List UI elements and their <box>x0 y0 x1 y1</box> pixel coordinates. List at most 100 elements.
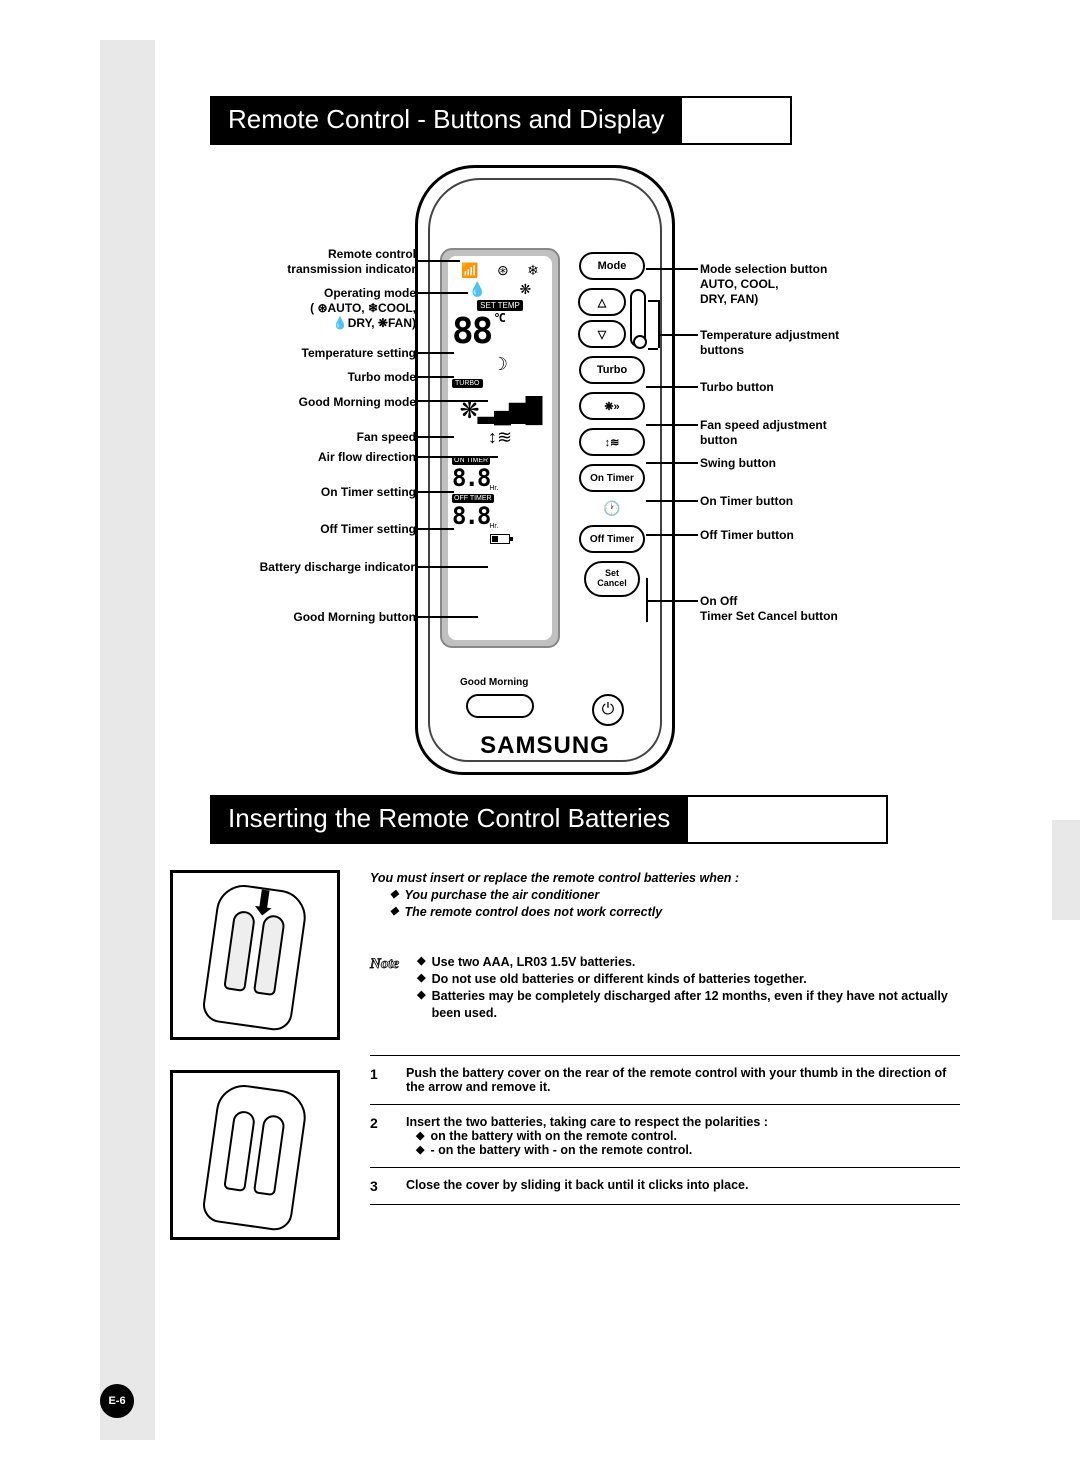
leader-r2 <box>658 334 698 336</box>
battery-intro-line: You must insert or replace the remote co… <box>370 870 960 887</box>
battery-arrow-icon: ⬇ <box>247 882 281 926</box>
leader-r2a <box>648 300 658 302</box>
leader-l2 <box>418 292 468 294</box>
callout-on-timer-btn: On Timer button <box>700 494 890 509</box>
callout-gm-mode: Good Morning mode <box>236 395 416 410</box>
good-morning-button[interactable] <box>466 694 534 718</box>
leader-l11 <box>418 616 478 618</box>
temp-up-button[interactable]: △ <box>578 288 626 316</box>
dry-icon: 💧 <box>469 281 486 298</box>
fan-speed-button[interactable]: ❋» <box>579 392 645 420</box>
leader-l10 <box>418 566 488 568</box>
callout-operating-mode: Operating mode ( ⊛AUTO, ❄COOL, 💧DRY, ❋FA… <box>236 286 416 331</box>
note-3: Batteries may be completely discharged a… <box>432 988 960 1022</box>
leader-l7 <box>418 456 498 458</box>
section2-title-wrap: Inserting the Remote Control Batteries <box>210 795 888 844</box>
battery-img-2 <box>170 1070 340 1240</box>
callout-fan-btn: Fan speed adjustment button <box>700 418 890 448</box>
set-temp-row: SET TEMP <box>452 300 548 311</box>
battery-intro-b1: You purchase the air conditioner <box>404 887 599 904</box>
note-label: Note <box>370 954 399 1022</box>
brand-logo: SAMSUNG <box>418 732 672 760</box>
leader-r2v <box>658 300 660 348</box>
callout-set-cancel: On Off Timer Set Cancel button <box>700 594 890 624</box>
on-timer-digits: 8.8 <box>452 464 489 492</box>
callout-off-timer-btn: Off Timer button <box>700 528 890 543</box>
leader-r4 <box>646 424 698 426</box>
page-number: E-6 <box>100 1384 134 1418</box>
off-timer-hr: Hr. <box>489 523 498 530</box>
swing-button-icon: ↕≋ <box>605 436 620 449</box>
callout-on-timer-setting: On Timer setting <box>236 485 416 500</box>
battery-indicator-icon <box>490 534 510 544</box>
callout-battery-indicator: Battery discharge indicator <box>210 560 415 575</box>
comfort-icon: ☽ <box>492 354 508 375</box>
leader-r7 <box>646 534 698 536</box>
step-2: 2 Insert the two batteries, taking care … <box>370 1104 960 1167</box>
power-button[interactable]: ⏻ <box>592 694 624 726</box>
thermometer-icon <box>630 289 646 347</box>
down-icon: ▽ <box>598 328 606 341</box>
swing-display-icon: ↕≋ <box>488 427 512 448</box>
battery-remote-back-1: ⬇ <box>201 881 310 1032</box>
on-timer-button[interactable]: On Timer <box>579 464 645 492</box>
leader-r3 <box>646 386 698 388</box>
battery-note: Note Use two AAA, LR03 1.5V batteries. D… <box>370 954 960 1022</box>
off-timer-button[interactable]: Off Timer <box>579 525 645 553</box>
callout-turbo-mode: Turbo mode <box>236 370 416 385</box>
step-1: 1 Push the battery cover on the rear of … <box>370 1055 960 1104</box>
clock-icon: 🕐 <box>603 500 620 517</box>
battery-intro: You must insert or replace the remote co… <box>370 870 960 921</box>
callout-off-timer-setting: Off Timer setting <box>236 522 416 537</box>
step-1-num: 1 <box>370 1066 386 1094</box>
mode-button[interactable]: Mode <box>579 252 645 280</box>
cancel-label: Cancel <box>597 579 627 589</box>
section2-title: Inserting the Remote Control Batteries <box>210 795 688 844</box>
section1-title-ext <box>682 96 792 145</box>
temp-down-button[interactable]: ▽ <box>578 320 626 348</box>
swing-button[interactable]: ↕≋ <box>579 428 645 456</box>
off-timer-button-label: Off Timer <box>590 534 634 545</box>
side-tab <box>1052 820 1080 920</box>
power-icon: ⏻ <box>602 701 615 719</box>
step-3: 3 Close the cover by sliding it back unt… <box>370 1167 960 1205</box>
fan-button-icon: ❋» <box>604 400 619 413</box>
remote-screen: 📶 ⊛ ❄ 💧 ❋ SET TEMP 88 °C ☽ TURBO ❋▂▄▆█ <box>440 248 560 648</box>
callout-fan-speed: Fan speed <box>236 430 416 445</box>
callout-temp-setting: Temperature setting <box>236 346 416 361</box>
leader-l5 <box>418 400 488 402</box>
battery-slot-1b <box>253 914 286 996</box>
remote-body: 📶 ⊛ ❄ 💧 ❋ SET TEMP 88 °C ☽ TURBO ❋▂▄▆█ <box>415 165 675 775</box>
on-timer-button-label: On Timer <box>590 473 634 484</box>
temp-unit: °C <box>493 311 503 325</box>
leader-r8 <box>646 600 698 602</box>
good-morning-label: Good Morning <box>460 677 528 688</box>
lcd-row-icons1: 📶 ⊛ ❄ <box>452 262 548 279</box>
off-timer-digits: 8.8 <box>452 502 489 530</box>
up-icon: △ <box>598 296 606 309</box>
section1-title-wrap: Remote Control - Buttons and Display <box>210 96 792 145</box>
battery-slot-2b <box>253 1114 286 1196</box>
callout-air-flow: Air ﬂow direction <box>236 450 416 465</box>
leader-r6 <box>646 500 698 502</box>
turbo-badge: TURBO <box>452 379 483 388</box>
battery-intro-b2: The remote control does not work correct… <box>404 904 662 921</box>
set-temp-label: SET TEMP <box>477 300 523 311</box>
turbo-button[interactable]: Turbo <box>579 356 645 384</box>
battery-img-1: ⬇ <box>170 870 340 1040</box>
turbo-row: ☽ <box>452 354 548 375</box>
leader-l8 <box>418 491 454 493</box>
section2-title-ext <box>688 795 888 844</box>
battery-slot-2a <box>223 1110 256 1192</box>
auto-icon: ⊛ <box>497 262 509 279</box>
steps-wrap: 1 Push the battery cover on the rear of … <box>370 1055 960 1205</box>
leader-l3 <box>418 352 454 354</box>
set-cancel-button[interactable]: Set Cancel <box>584 561 640 597</box>
section1-title: Remote Control - Buttons and Display <box>210 96 682 145</box>
temp-digits: 88 °C <box>452 311 548 352</box>
battery-remote-back-2 <box>201 1081 310 1232</box>
callout-mode-btn: Mode selection button AUTO, COOL, DRY, F… <box>700 262 890 307</box>
turbo-button-label: Turbo <box>597 364 627 376</box>
step-3-num: 3 <box>370 1178 386 1194</box>
callout-swing-btn: Swing button <box>700 456 890 471</box>
